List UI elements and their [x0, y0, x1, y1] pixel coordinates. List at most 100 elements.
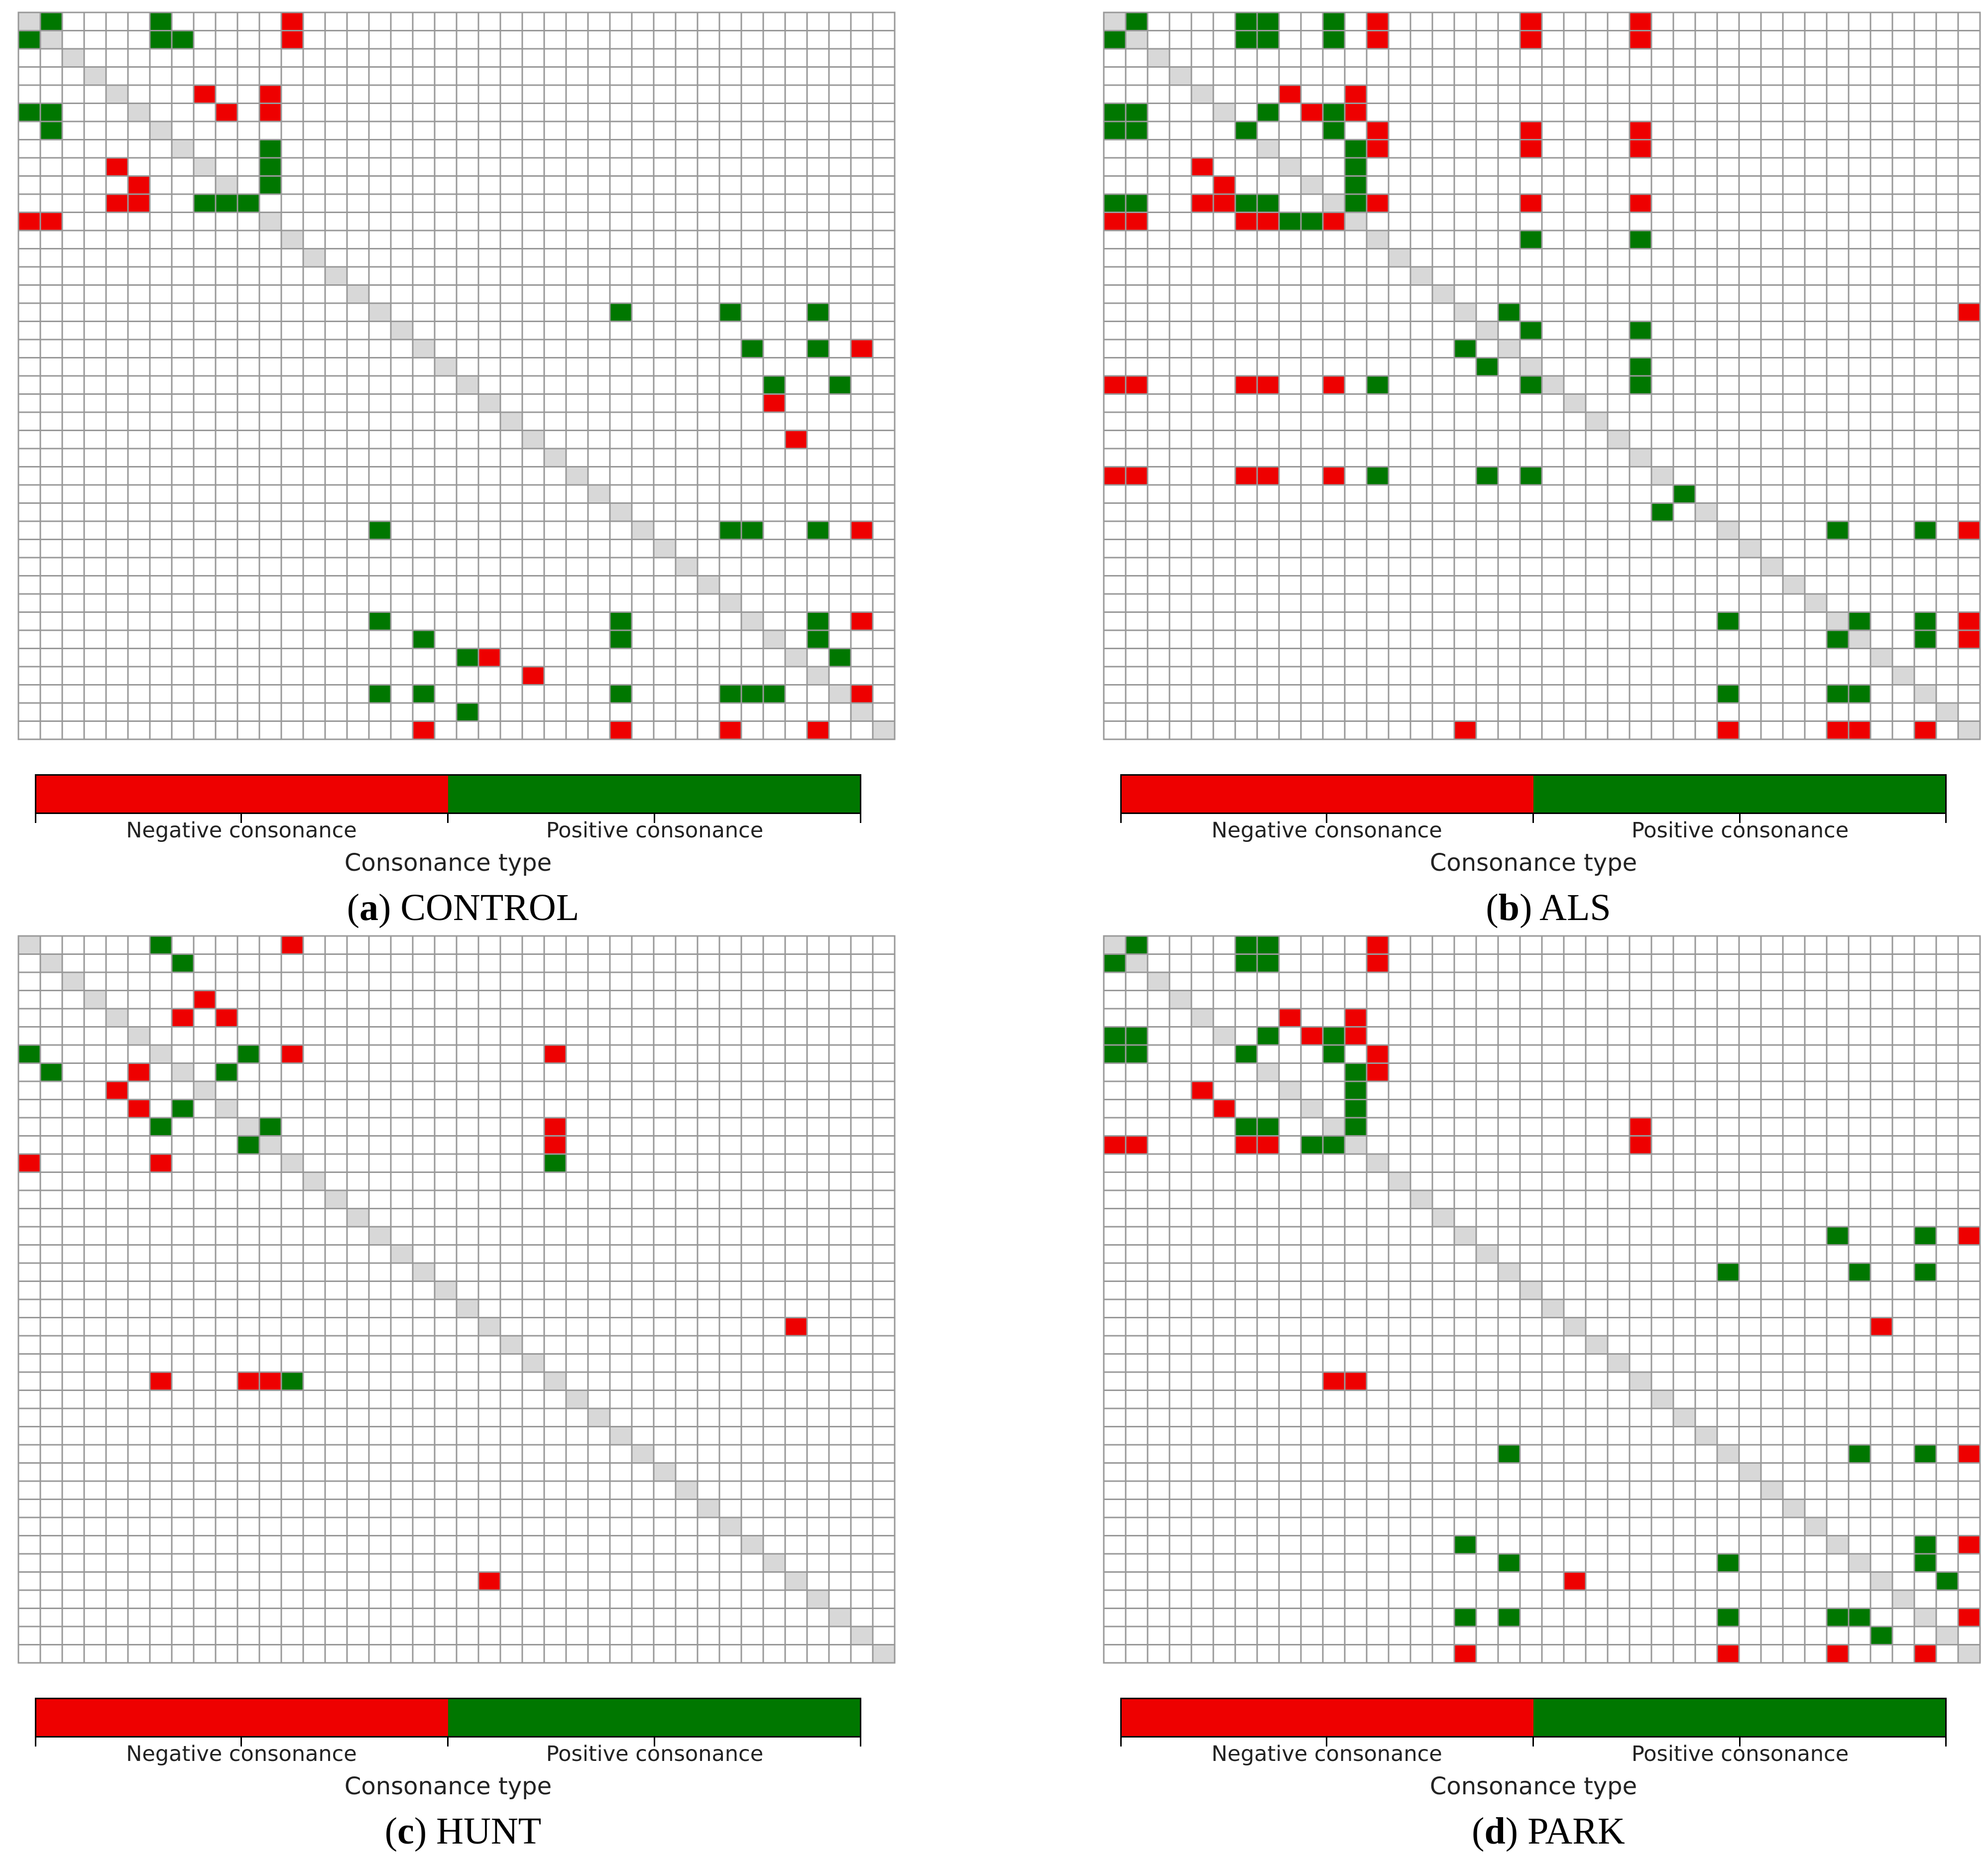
- cell-empty: [1650, 702, 1674, 722]
- cell-empty: [850, 66, 874, 86]
- cell-empty: [17, 1208, 41, 1228]
- cell-empty: [697, 1062, 720, 1082]
- cell-empty: [302, 971, 326, 991]
- cell-empty: [740, 266, 764, 286]
- cell-empty: [105, 66, 129, 86]
- cell-empty: [521, 302, 545, 322]
- cell-empty: [412, 1062, 436, 1082]
- cell-empty: [83, 103, 107, 122]
- cell-empty: [784, 1280, 808, 1300]
- cell-empty: [368, 1044, 392, 1064]
- cell-empty: [17, 393, 41, 413]
- cell-empty: [346, 1244, 370, 1264]
- cell-empty: [302, 393, 326, 413]
- panel-name: HUNT: [436, 1810, 542, 1852]
- cell-empty: [1431, 629, 1455, 649]
- cell-positive: [1913, 520, 1937, 540]
- cell-empty: [587, 1426, 611, 1446]
- panel-caption: (a) CONTROL: [347, 887, 580, 929]
- cell-empty: [477, 1062, 501, 1082]
- cell-empty: [675, 1390, 699, 1409]
- cell-empty: [1870, 11, 1893, 31]
- cell-empty: [1782, 321, 1806, 341]
- cell-empty: [1147, 339, 1170, 358]
- cell-empty: [1125, 684, 1149, 704]
- cell-empty: [521, 375, 545, 395]
- cell-empty: [39, 1516, 63, 1536]
- cell-empty: [675, 1462, 699, 1482]
- cell-empty: [1212, 466, 1236, 486]
- cell-empty: [565, 266, 589, 286]
- cell-empty: [609, 1371, 633, 1391]
- cell-empty: [236, 1317, 260, 1337]
- cell-empty: [784, 357, 808, 377]
- cell-empty: [1716, 248, 1740, 268]
- cell-empty: [61, 1499, 85, 1518]
- cell-empty: [1541, 66, 1565, 86]
- cell-empty: [105, 1444, 129, 1464]
- cell-empty: [127, 666, 151, 686]
- cell-empty: [171, 1644, 195, 1664]
- cell-empty: [543, 157, 567, 177]
- cell-empty: [609, 1499, 633, 1518]
- cell-empty: [456, 1062, 479, 1082]
- cell-empty: [1366, 393, 1390, 413]
- cell-empty: [565, 629, 589, 649]
- cell-empty: [1629, 430, 1652, 450]
- cell-empty: [368, 266, 392, 286]
- cell-empty: [609, 1026, 633, 1046]
- cell-empty: [127, 1135, 151, 1155]
- cell-empty: [631, 1462, 655, 1482]
- cell-empty: [675, 1516, 699, 1536]
- cell-empty: [1957, 230, 1981, 249]
- cell-empty: [1694, 84, 1718, 104]
- cell-empty: [1826, 502, 1850, 522]
- cell-empty: [1694, 302, 1718, 322]
- cell-empty: [1650, 990, 1674, 1010]
- cell-empty: [1541, 339, 1565, 358]
- cell-empty: [806, 284, 830, 304]
- cell-empty: [1190, 990, 1214, 1010]
- cell-empty: [675, 648, 699, 668]
- cell-empty: [1870, 411, 1893, 431]
- cell-empty: [609, 557, 633, 577]
- cell-empty: [565, 990, 589, 1010]
- cell-empty: [368, 411, 392, 431]
- cell-empty: [521, 1371, 545, 1391]
- cell-empty: [1147, 120, 1170, 140]
- cell-empty: [521, 648, 545, 668]
- cell-empty: [61, 139, 85, 159]
- cell-empty: [1519, 66, 1543, 86]
- cell-empty: [280, 1244, 304, 1264]
- cell-empty: [697, 1589, 720, 1609]
- cell-empty: [675, 1426, 699, 1446]
- cell-empty: [127, 139, 151, 159]
- cell-empty: [521, 575, 545, 595]
- cell-empty: [1409, 48, 1433, 68]
- cell-empty: [1826, 935, 1850, 955]
- cell-empty: [412, 1189, 436, 1209]
- cell-empty: [806, 11, 830, 31]
- cell-empty: [477, 120, 501, 140]
- cell-empty: [477, 1626, 501, 1645]
- cell-empty: [258, 1407, 282, 1427]
- cell-empty: [368, 175, 392, 195]
- cell-empty: [127, 393, 151, 413]
- cell-empty: [1650, 971, 1674, 991]
- cell-empty: [1453, 448, 1477, 467]
- cell-empty: [1409, 702, 1433, 722]
- cell-empty: [499, 139, 523, 159]
- cell-empty: [1935, 120, 1959, 140]
- cell-empty: [1782, 411, 1806, 431]
- cell-empty: [675, 1553, 699, 1573]
- cell-empty: [1322, 448, 1346, 467]
- cell-empty: [434, 430, 458, 450]
- cell-empty: [1541, 302, 1565, 322]
- cell-empty: [105, 593, 129, 613]
- cell-empty: [127, 575, 151, 595]
- cell-empty: [39, 720, 63, 740]
- cell-empty: [1147, 666, 1170, 686]
- cell-empty: [1629, 339, 1652, 358]
- cell-empty: [434, 1026, 458, 1046]
- cell-empty: [697, 1171, 720, 1191]
